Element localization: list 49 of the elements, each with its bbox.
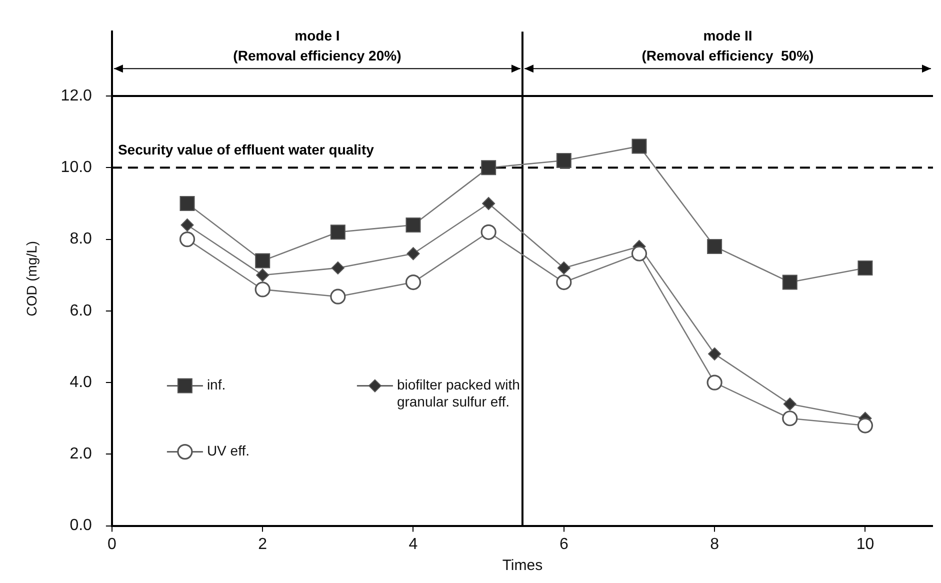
point <box>256 268 270 282</box>
x-tick-label: 0 <box>107 536 116 553</box>
y-tick-label: 6.0 <box>70 302 92 320</box>
point <box>330 288 346 304</box>
y-tick-label: 4.0 <box>70 374 92 391</box>
y-tick-label: 2.0 <box>70 446 92 463</box>
point <box>632 138 647 154</box>
point <box>179 232 196 248</box>
y-axis-title: COD (mg/L) <box>23 240 40 316</box>
point <box>254 282 270 298</box>
annotation: mode I (Removal efficiency 20%) <box>233 27 402 64</box>
point <box>482 196 496 210</box>
x-tick-label: 6 <box>559 536 568 553</box>
point <box>180 218 194 232</box>
legend-label: biofilter packed with granular sulfur eff. <box>396 376 520 410</box>
y-tick-label: 0.0 <box>70 517 92 534</box>
y-tick-label: 10.0 <box>60 159 92 176</box>
x-axis-title: Times <box>502 557 543 574</box>
x-tick-label: 4 <box>408 536 418 553</box>
legend-label: UV eff. <box>206 442 250 459</box>
annotation: mode II (Removal efficiency 50%) <box>642 27 814 64</box>
point <box>406 247 420 260</box>
x-tick-label: 8 <box>710 536 720 553</box>
point <box>180 196 195 211</box>
point <box>858 260 873 276</box>
y-tick-label: 12.0 <box>60 87 92 104</box>
point <box>783 398 796 411</box>
point <box>782 274 798 290</box>
point <box>330 224 346 240</box>
point <box>556 274 572 290</box>
point <box>708 347 722 360</box>
x-tick-label: 10 <box>856 536 874 553</box>
point <box>331 261 344 274</box>
point <box>406 217 421 232</box>
y-tick-label: 8.0 <box>70 230 92 248</box>
point <box>707 238 722 254</box>
legend-label: inf. <box>206 376 226 393</box>
ref-line-label: Security value of effluent water quality <box>118 142 374 158</box>
point <box>255 253 270 268</box>
point <box>857 418 874 434</box>
x-tick-label: 2 <box>258 536 268 553</box>
point <box>405 274 422 290</box>
point <box>481 160 496 176</box>
point <box>557 261 570 274</box>
point <box>556 153 572 168</box>
point <box>480 224 496 240</box>
point <box>631 246 648 262</box>
point <box>706 374 722 390</box>
point <box>782 410 798 426</box>
